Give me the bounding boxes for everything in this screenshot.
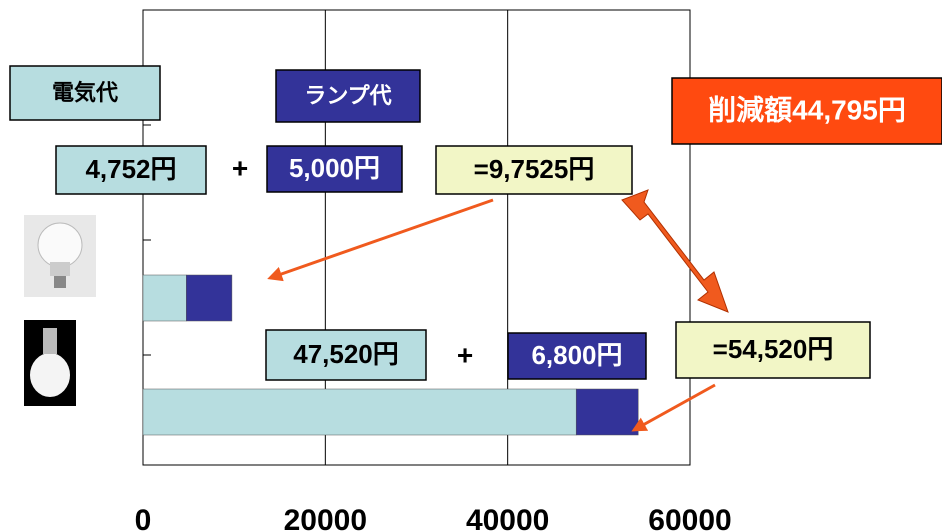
bar (142, 388, 577, 436)
annotation: + (457, 339, 473, 370)
data-label-box (507, 332, 647, 380)
data-label: 4,752円 (85, 154, 176, 184)
annotation: =9,7525円 (474, 154, 595, 184)
data-label: 6,800円 (531, 340, 622, 370)
arrow (267, 198, 494, 282)
annotation-box (675, 321, 871, 379)
annotation: + (232, 152, 248, 183)
annotation-box (671, 77, 942, 145)
legend-label-box (9, 65, 161, 121)
x-tick-label: 0 (135, 504, 152, 532)
annotation: 削減額44,795円 (708, 93, 906, 125)
data-label: 47,520円 (293, 339, 399, 369)
annotation-box (435, 145, 633, 195)
arrow (631, 383, 716, 432)
bar (186, 274, 233, 322)
x-tick-label: 60000 (648, 504, 731, 532)
legend-label: 電気代 (52, 80, 118, 105)
led-bulb-icon (24, 215, 96, 297)
bar (575, 388, 639, 436)
x-tick-label: 40000 (466, 504, 549, 532)
legend-label: ランプ代 (304, 83, 391, 108)
data-label-box (266, 145, 403, 193)
data-label: 5,000円 (289, 153, 380, 183)
annotation: =54,520円 (713, 334, 834, 364)
double-arrow (621, 189, 729, 313)
legend-label-box (275, 69, 421, 123)
x-tick-label: 20000 (284, 504, 367, 532)
data-label-box (265, 329, 427, 381)
incandescent-bulb-icon (24, 320, 76, 406)
data-label-box (55, 145, 207, 195)
bar (142, 274, 187, 322)
